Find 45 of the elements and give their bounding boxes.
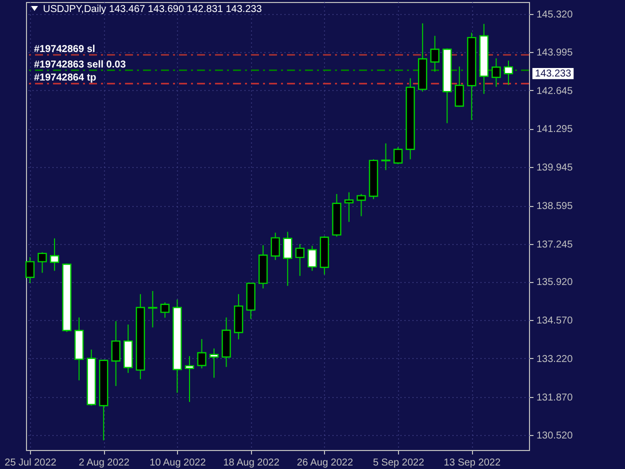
x-tick-label: 2 Aug 2022 xyxy=(78,458,130,468)
chart-title: USDJPY,Daily 143.467 143.690 142.831 143.233 xyxy=(43,4,262,15)
y-tick-label: 134.570 xyxy=(536,316,574,327)
candlestick xyxy=(295,244,304,276)
ref-line-label: #19742869 sl xyxy=(34,44,96,55)
candlestick xyxy=(356,194,366,217)
candlestick xyxy=(393,146,403,165)
y-tick-label: 139.945 xyxy=(536,162,574,174)
y-tick-label: 143.995 xyxy=(536,47,574,58)
x-tick-label: 18 Aug 2022 xyxy=(223,458,280,468)
candlestick xyxy=(430,35,440,72)
candlestick xyxy=(454,66,464,108)
x-tick-label: 13 Sep 2022 xyxy=(444,458,501,468)
candlestick xyxy=(197,338,206,369)
candlestick xyxy=(25,256,35,284)
candlestick xyxy=(283,231,292,286)
y-tick-label: 133.220 xyxy=(536,354,574,365)
y-tick-label: 142.645 xyxy=(536,86,574,97)
candlestick xyxy=(308,245,317,272)
candlestick xyxy=(148,290,158,328)
y-tick-label: 138.595 xyxy=(536,201,574,212)
candlestick xyxy=(50,238,60,272)
candlestick xyxy=(504,60,514,86)
candlestick xyxy=(344,192,354,222)
y-tick-label: 135.920 xyxy=(536,277,574,288)
ref-line-label: #19742864 tp xyxy=(34,72,96,84)
candlestick xyxy=(184,356,194,402)
x-tick-label: 25 Jul 2022 xyxy=(4,458,57,468)
y-tick-label: 145.320 xyxy=(536,10,574,21)
candlestick xyxy=(381,142,390,171)
ref-line-label: #19742863 sell 0.03 xyxy=(34,59,126,70)
x-tick-label: 26 Aug 2022 xyxy=(296,458,354,468)
y-tick-label: 137.245 xyxy=(536,239,574,250)
x-tick-label: 5 Sep 2022 xyxy=(372,458,425,468)
candlestick xyxy=(209,348,219,378)
candlestick xyxy=(38,252,47,274)
y-tick-label: 141.295 xyxy=(536,124,574,136)
candlestick xyxy=(160,302,170,318)
y-tick-label: 130.520 xyxy=(536,430,574,442)
candlestick xyxy=(270,232,280,260)
x-tick-label: 10 Aug 2022 xyxy=(150,458,206,468)
candlestick xyxy=(492,58,501,88)
text: 143.233 xyxy=(535,68,572,80)
y-tick-label: 131.870 xyxy=(536,392,574,404)
candlestick xyxy=(111,320,120,386)
